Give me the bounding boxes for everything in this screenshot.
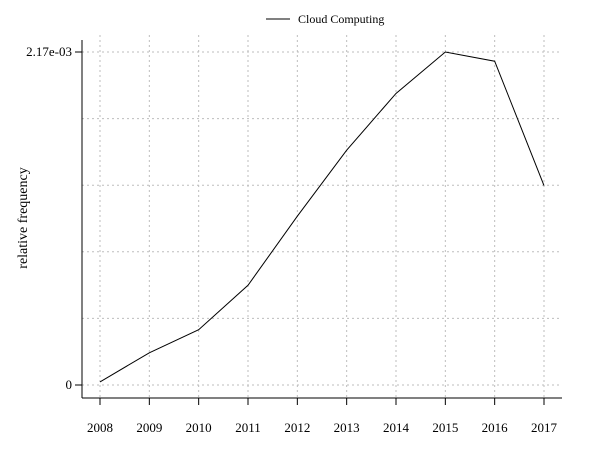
x-tick-label: 2015 (432, 420, 458, 435)
legend-label: Cloud Computing (298, 12, 384, 26)
grid (82, 35, 562, 398)
axes: 2008 2009 2010 2011 2012 2013 2014 2015 2016 2017… (26, 40, 562, 435)
x-tick-label: 2017 (531, 420, 558, 435)
x-tick-label: 2009 (136, 420, 162, 435)
x-tick-label: 2013 (334, 420, 360, 435)
x-tick-label: 2016 (482, 420, 509, 435)
x-tick-label: 2010 (186, 420, 212, 435)
x-tick-label: 2008 (87, 420, 113, 435)
y-tick-label: 2.17e-03 (26, 44, 72, 59)
y-axis-label: relative frequency (16, 167, 31, 268)
x-tick-label: 2011 (235, 420, 261, 435)
x-tick-label: 2012 (284, 420, 310, 435)
series-layer (99, 51, 545, 383)
y-tick-label: 0 (66, 377, 73, 392)
x-tick-label: 2014 (383, 420, 410, 435)
legend: Cloud Computing (266, 12, 384, 26)
series-line (99, 51, 545, 383)
